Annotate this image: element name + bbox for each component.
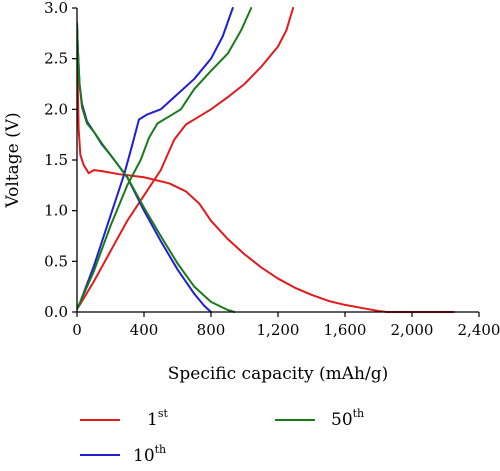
axes (76, 8, 479, 313)
legend-label-10th: 10th (133, 443, 166, 466)
series-1st-curve-discharge (77, 22, 455, 313)
y-axis-label: Voltage (V) (3, 112, 23, 208)
x-tick-label: 800 (197, 321, 226, 339)
y-tick-label: 1.5 (44, 151, 68, 169)
y-tick-label: 2.5 (44, 50, 68, 68)
series-50th-curve-discharge (77, 22, 236, 313)
x-tick-label: 2,400 (458, 321, 500, 339)
series-10th-curve-discharge (77, 22, 212, 313)
series-curves (77, 7, 455, 313)
legend: 1st 10th 50th (80, 407, 364, 466)
y-tick-label: 3.0 (44, 0, 68, 17)
ticks: 0 400 800 1,200 1,600 2,000 2,400 0.0 0.5 1.0 1.5 2… (44, 0, 500, 339)
x-tick-label: 2,000 (391, 321, 434, 339)
y-tick-label: 0.5 (44, 252, 68, 270)
y-tick-label: 0.0 (44, 303, 68, 321)
x-axis-label: Specific capacity (mAh/g) (168, 364, 389, 384)
y-tick-label: 1.0 (44, 202, 68, 220)
x-tick-label: 400 (130, 321, 159, 339)
legend-label-50th: 50th (331, 407, 364, 430)
y-tick-label: 2.0 (44, 100, 68, 118)
legend-label-1st: 1st (147, 407, 168, 430)
x-tick-label: 1,600 (324, 321, 367, 339)
x-tick-label: 1,200 (257, 321, 300, 339)
series-1st-curve-charge (77, 7, 295, 310)
series-50th-curve-charge (77, 7, 253, 310)
series-10th-curve-charge (77, 7, 234, 310)
x-tick-label: 0 (72, 321, 82, 339)
